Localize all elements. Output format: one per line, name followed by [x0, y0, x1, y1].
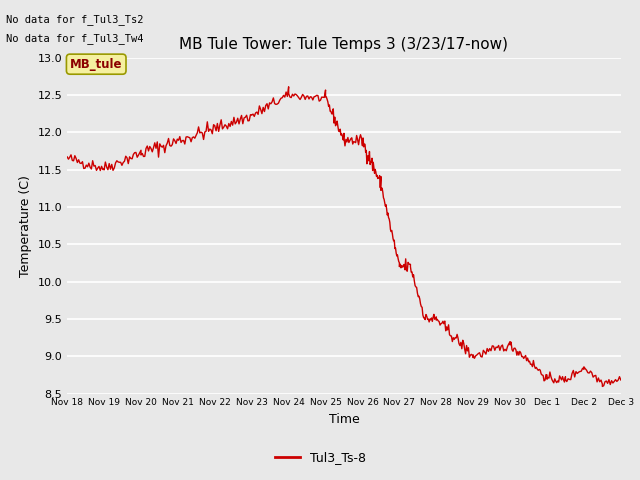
Title: MB Tule Tower: Tule Temps 3 (3/23/17-now): MB Tule Tower: Tule Temps 3 (3/23/17-now…: [179, 37, 509, 52]
Text: No data for f_Tul3_Ts2: No data for f_Tul3_Ts2: [6, 13, 144, 24]
X-axis label: Time: Time: [328, 413, 360, 426]
Text: MB_tule: MB_tule: [70, 58, 122, 71]
Text: No data for f_Tul3_Tw4: No data for f_Tul3_Tw4: [6, 33, 144, 44]
Y-axis label: Temperature (C): Temperature (C): [19, 175, 32, 276]
Legend: Tul3_Ts-8: Tul3_Ts-8: [269, 446, 371, 469]
